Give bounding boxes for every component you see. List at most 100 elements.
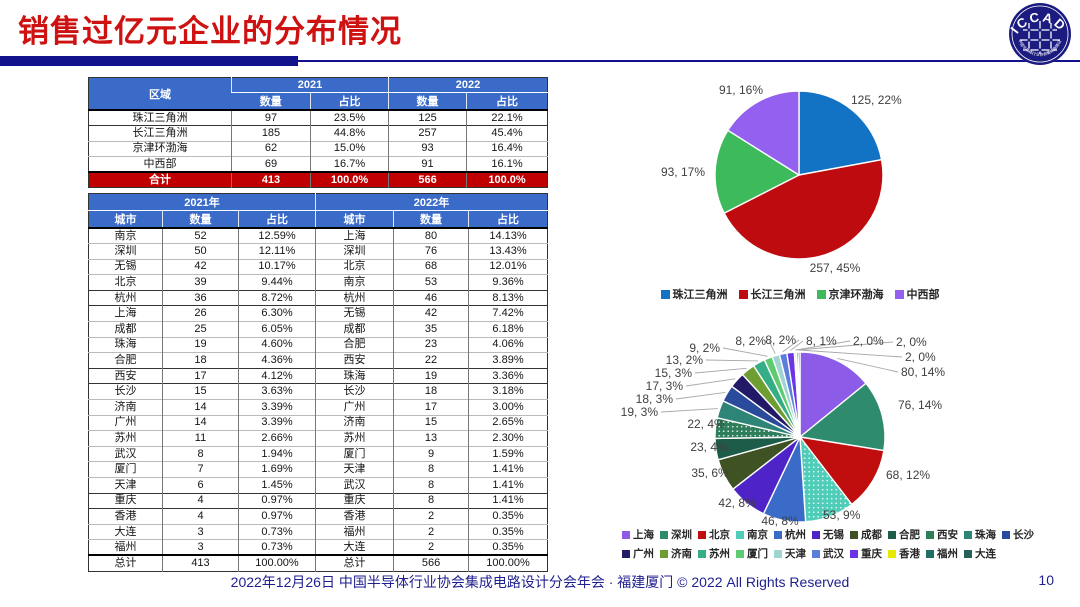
table-cell: 566 (388, 171, 467, 188)
table-cell: 合计 (88, 171, 232, 188)
label-leader-line (705, 359, 758, 362)
legend-swatch-icon (736, 530, 744, 539)
legend-item-大连: 大连 (964, 546, 996, 561)
table-cell: 成都 (315, 321, 394, 338)
table-cell: 53 (393, 274, 469, 291)
table-cell: 15 (162, 383, 239, 400)
table-cell: 0.73% (237, 539, 316, 556)
table-cell: 杭州 (88, 289, 163, 306)
pie-data-label: 18, 3% (636, 392, 674, 406)
share-header: 占比 (468, 210, 548, 228)
table-cell: 8 (393, 461, 469, 478)
table-cell: 6 (162, 477, 239, 494)
table-cell: 18 (393, 383, 469, 400)
pie-data-label: 2, 0% (905, 350, 936, 364)
table-cell: 1.69% (237, 461, 316, 478)
legend-row: 上海 深圳 北京 南京 杭州 无锡 成都 合肥 西安 珠海 长沙 (622, 527, 1074, 542)
city-pie-legend: 上海 深圳 北京 南京 杭州 无锡 成都 合肥 西安 珠海 长沙 广州 济南 苏州 厦门 天津 武汉 重庆 香港 福州… (622, 527, 1074, 565)
table-cell: 566 (393, 554, 469, 572)
legend-item-京津环渤海: 京津环渤海 (816, 286, 884, 302)
pie-data-label: 8, 2% (765, 333, 796, 347)
legend-label: 合肥 (899, 529, 920, 541)
table-cell: 16.1% (466, 156, 548, 173)
legend-label: 京津环渤海 (828, 289, 884, 301)
table-cell: 100.0% (309, 171, 389, 188)
table-cell: 3.39% (237, 399, 316, 416)
table-row: 福州 3 0.73% 大连 2 0.35% (88, 539, 548, 556)
table-cell: 1.94% (237, 445, 316, 462)
table-cell: 香港 (315, 508, 394, 525)
table-cell: 深圳 (88, 243, 163, 260)
region-total-row: 合计 413 100.0% 566 100.0% (88, 171, 548, 188)
legend-item-长沙: 长沙 (1002, 527, 1034, 542)
table-cell: 苏州 (315, 430, 394, 447)
table-cell: 93 (388, 140, 467, 157)
table-cell: 10.17% (237, 258, 316, 275)
table-cell: 23.5% (309, 109, 389, 126)
table-cell: 4.36% (237, 352, 316, 369)
legend-label: 大连 (975, 548, 996, 560)
pie-data-label: 19, 3% (621, 405, 659, 419)
table-cell: 无锡 (315, 305, 394, 322)
table-cell: 7 (162, 461, 239, 478)
table-cell: 6.18% (468, 321, 548, 338)
table-cell: 19 (393, 367, 469, 384)
legend-swatch-icon (894, 289, 904, 299)
pie-slice-长江三角洲 (723, 159, 884, 260)
table-row: 京津环渤海 62 15.0% 93 16.4% (88, 140, 548, 157)
table-cell: 257 (388, 125, 467, 142)
pie-data-label: 15, 3% (655, 366, 693, 380)
pie-data-label: 17, 3% (646, 379, 684, 393)
table-cell: 1.59% (468, 445, 548, 462)
table-row: 无锡 42 10.17% 北京 68 12.01% (88, 258, 548, 275)
legend-label: 武汉 (823, 548, 844, 560)
legend-label: 厦门 (747, 548, 768, 560)
table-cell: 2 (393, 539, 469, 556)
label-leader-line (768, 340, 776, 354)
label-leader-line (660, 408, 718, 413)
pie-data-label: 80, 14% (901, 365, 945, 379)
table-cell: 重庆 (88, 492, 163, 509)
region-pie-legend: 珠江三角洲 长江三角洲 京津环渤海 中西部 (619, 286, 981, 302)
legend-swatch-icon (888, 530, 896, 539)
table-cell: 2.66% (237, 430, 316, 447)
legend-swatch-icon (738, 289, 748, 299)
table-cell: 深圳 (315, 243, 394, 260)
table-cell: 16.4% (466, 140, 548, 157)
table-cell: 京津环渤海 (88, 140, 232, 157)
table-cell: 7.42% (468, 305, 548, 322)
legend-swatch-icon (698, 549, 706, 558)
table-cell: 福州 (315, 523, 394, 540)
table-cell: 1.45% (237, 477, 316, 494)
page-title: 销售过亿元企业的分布情况 (18, 14, 402, 49)
table-cell: 185 (231, 125, 311, 142)
table-cell: 2.65% (468, 414, 548, 431)
label-leader-line (694, 367, 747, 374)
legend-swatch-icon (774, 549, 782, 558)
city-header: 城市 (88, 210, 163, 228)
pie-data-label: 91, 16% (719, 83, 763, 97)
legend-swatch-icon (774, 530, 782, 539)
table-cell: 36 (162, 289, 239, 306)
table-cell: 4 (162, 492, 239, 509)
legend-label: 广州 (633, 548, 654, 560)
pie-data-label: 93, 17% (661, 165, 705, 179)
legend-label: 成都 (861, 529, 882, 541)
table-cell: 8.13% (468, 289, 548, 306)
table-cell: 50 (162, 243, 239, 260)
legend-swatch-icon (660, 530, 668, 539)
count-header: 数量 (231, 92, 311, 110)
table-cell: 14 (162, 414, 239, 431)
pie-data-label: 76, 14% (898, 398, 942, 412)
table-cell: 西安 (88, 367, 163, 384)
legend-item-杭州: 杭州 (774, 527, 806, 542)
table-row: 上海 26 6.30% 无锡 42 7.42% (88, 305, 548, 322)
pie-slice-中西部 (727, 90, 800, 176)
table-cell: 39 (162, 274, 239, 291)
legend-label: 长沙 (1013, 529, 1034, 541)
legend-item-济南: 济南 (660, 546, 692, 561)
table-cell: 0.35% (468, 523, 548, 540)
table-cell: 62 (231, 140, 311, 157)
table-cell: 6.05% (237, 321, 316, 338)
